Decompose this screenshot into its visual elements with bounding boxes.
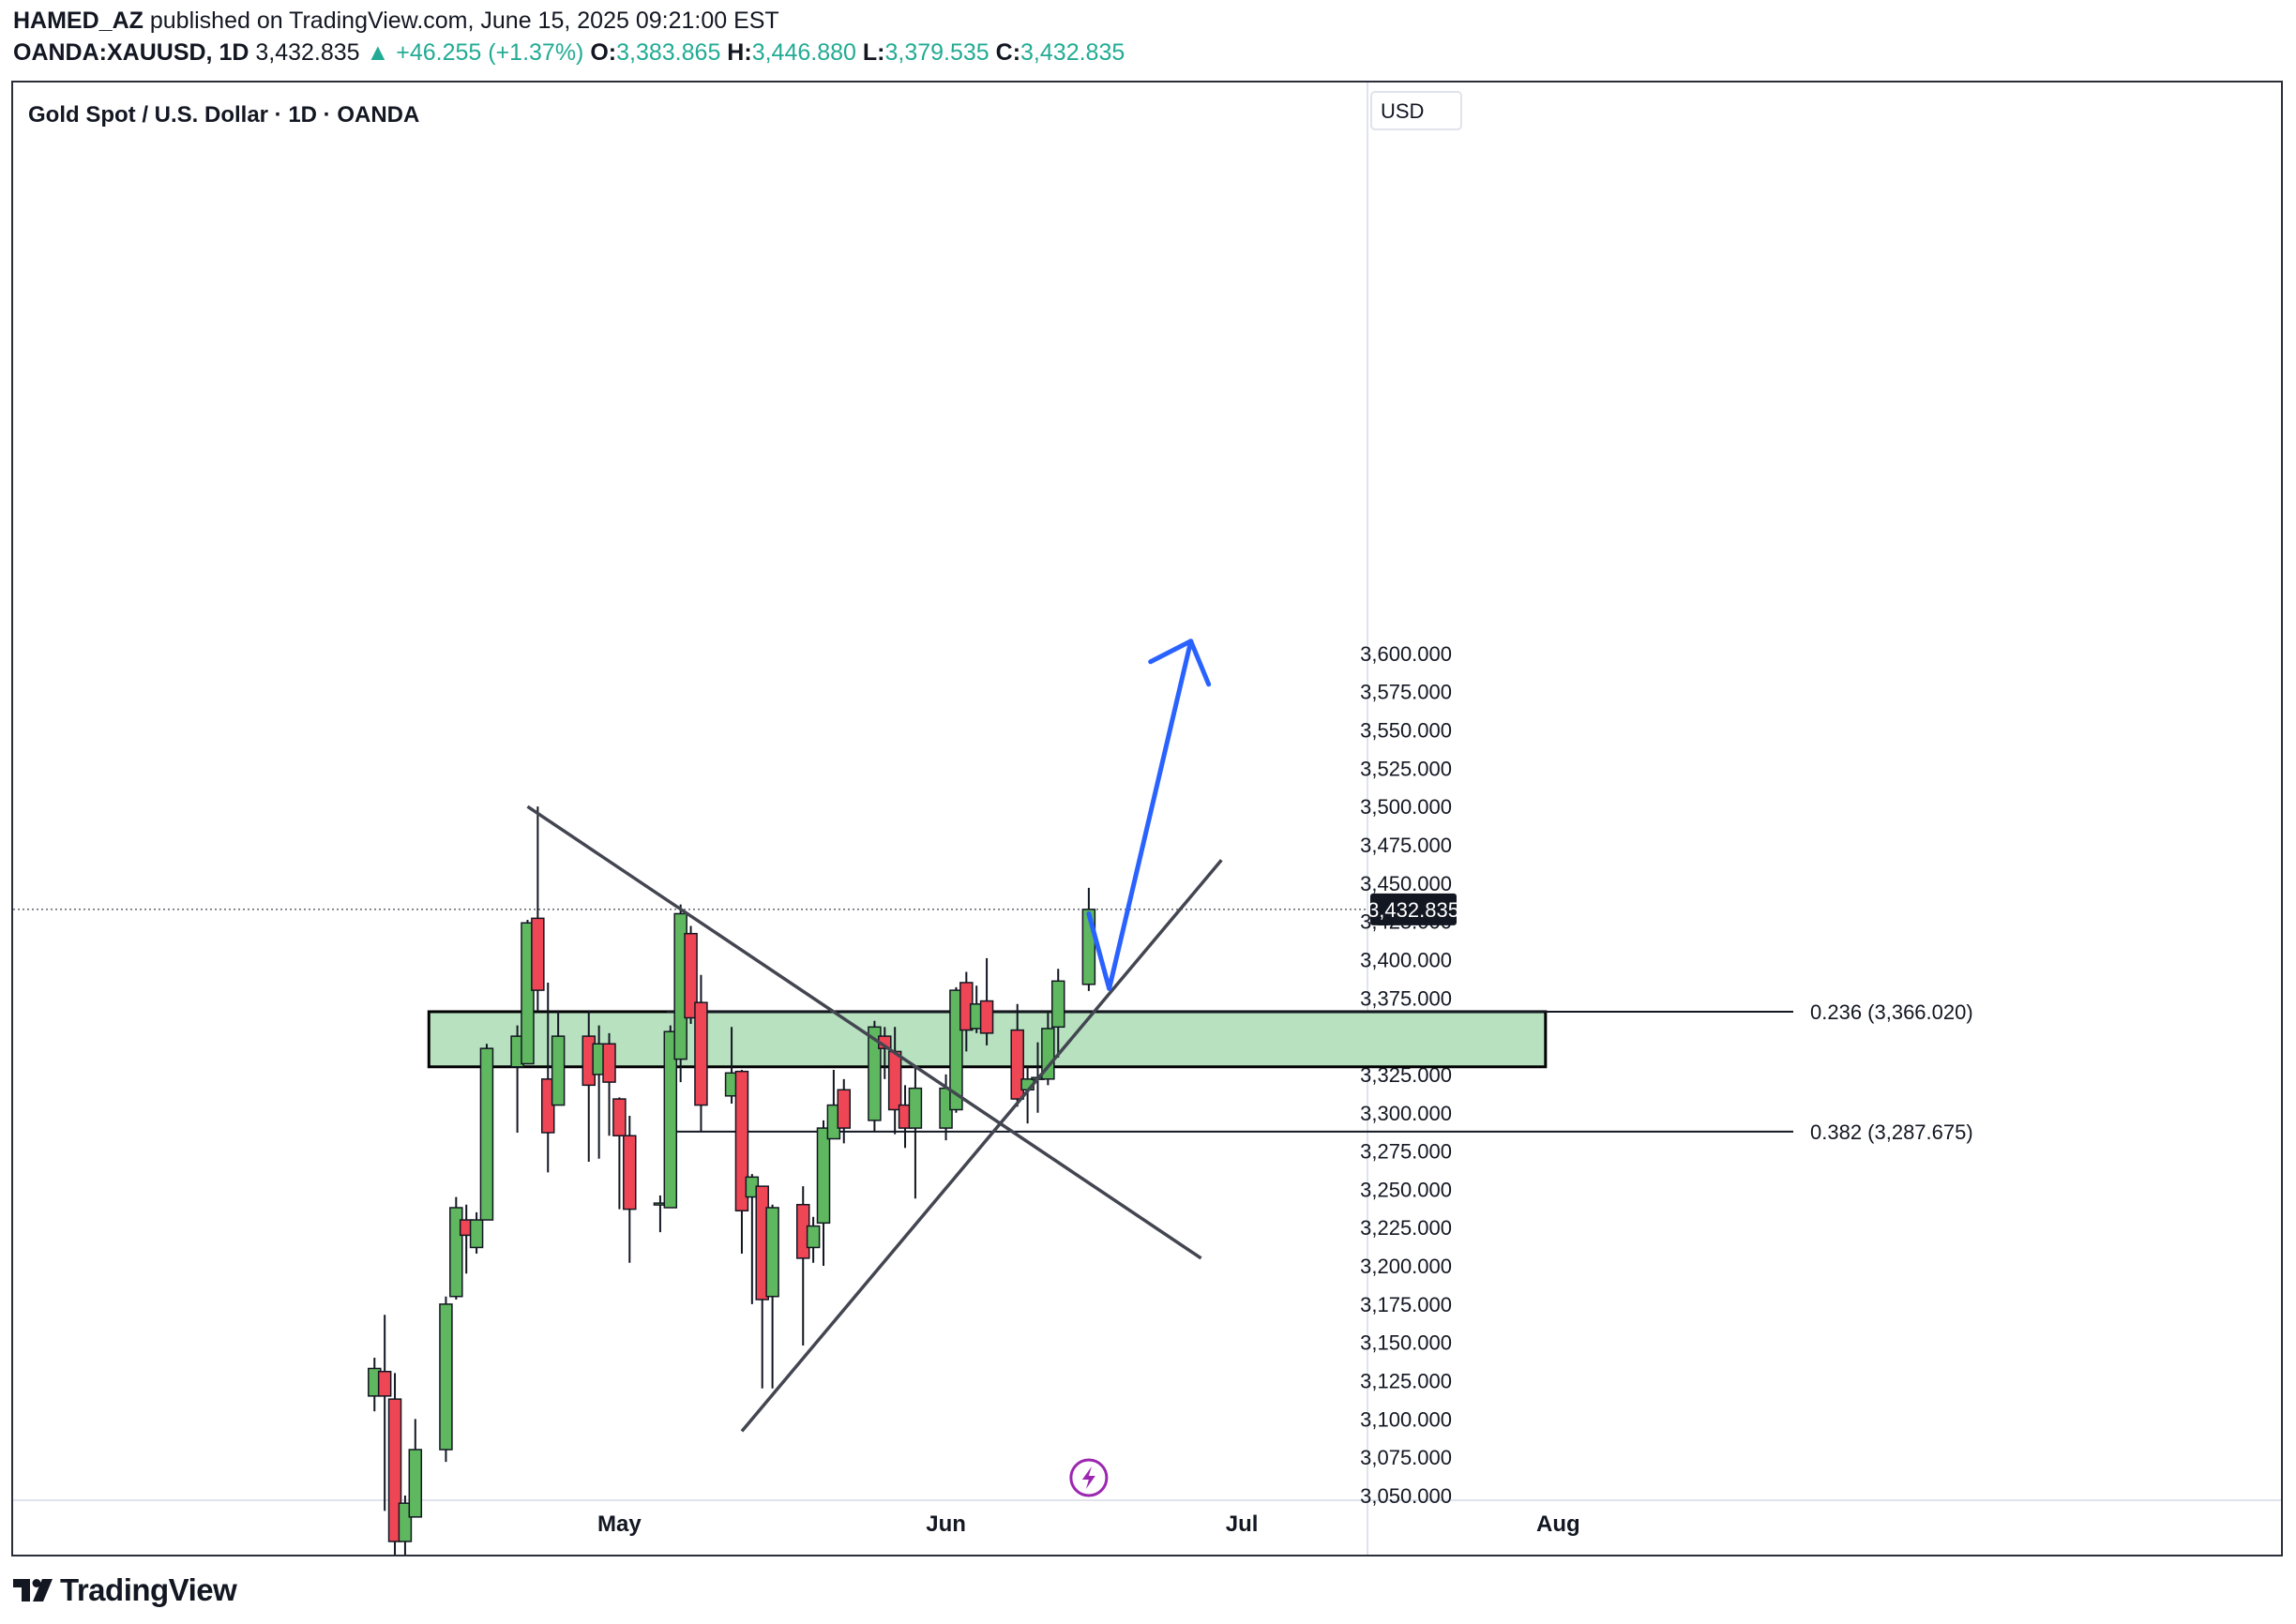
y-tick-label: 3,050.000 (1360, 1484, 1452, 1508)
fib-layer: 0.236 (3,366.020) 0.382 (3,287.675) (667, 1000, 1973, 1144)
currency-button (1370, 91, 1462, 130)
candle-down (531, 917, 545, 991)
y-tick-label: 3,375.000 (1360, 986, 1452, 1010)
candle-down (979, 1000, 994, 1034)
candle-down (694, 1001, 708, 1106)
y-tick-label: 3,175.000 (1360, 1293, 1452, 1316)
candle-up (908, 1087, 923, 1129)
candle-down (602, 1043, 616, 1083)
chart-title: Gold Spot / U.S. Dollar · 1D · OANDA (28, 102, 419, 128)
lightning-icon (1081, 1466, 1095, 1489)
candle-up (479, 1047, 494, 1221)
candle-up (1041, 1028, 1055, 1080)
tradingview-logo-text: TradingView (60, 1572, 237, 1607)
trendlines-layer (13, 804, 1367, 1433)
price-chart[interactable]: USD 3,050.000 3,075.000 3,100.000 3,125.000 3… (13, 83, 2281, 1618)
y-tick-label: 3,275.000 (1360, 1140, 1452, 1164)
tradingview-logo-icon (13, 1579, 53, 1601)
ohlc-summary: OANDA:XAUUSD, 1D 3,432.835 ▲ +46.255 (+1… (13, 39, 1125, 67)
candle-down (684, 932, 698, 1019)
y-tick-label: 3,300.000 (1360, 1102, 1452, 1125)
fib-level-label: 0.382 (3,287.675) (1810, 1120, 1973, 1144)
candle-up (551, 1035, 566, 1106)
candle-down (387, 1398, 402, 1542)
candle-up (949, 989, 963, 1111)
y-tick-label: 3,475.000 (1360, 834, 1452, 857)
low-value: 3,379.535 (884, 39, 989, 66)
y-tick-label: 3,600.000 (1360, 642, 1452, 666)
candle-up (398, 1502, 413, 1542)
candle-up (1050, 980, 1065, 1029)
candle-down (734, 1070, 749, 1212)
trendline (526, 804, 1202, 1260)
candle-down (612, 1098, 627, 1136)
x-tick-label: Jun (926, 1511, 966, 1537)
candle-up (868, 1026, 882, 1121)
close-label: C: (995, 39, 1021, 66)
labels-layer: 3,432.835 (1069, 893, 1459, 1497)
y-tick-label: 3,100.000 (1360, 1407, 1452, 1431)
y-tick-label: 3,450.000 (1360, 872, 1452, 895)
candle-up (521, 922, 535, 1065)
projection-path (1086, 639, 1194, 991)
projection-layer (1086, 639, 1212, 991)
x-tick-label: May (597, 1511, 642, 1537)
candle-up (439, 1303, 453, 1451)
candle-up (449, 1207, 463, 1298)
candle-up (765, 1207, 779, 1298)
y-tick-label: 3,500.000 (1360, 795, 1452, 819)
symbol-label: OANDA:XAUUSD, 1D (13, 39, 249, 66)
close-value: 3,432.835 (1020, 39, 1125, 66)
y-tick-label: 3,575.000 (1360, 681, 1452, 704)
y-tick-label: 3,075.000 (1360, 1446, 1452, 1469)
high-label: H: (727, 39, 752, 66)
publish-info: HAMED_AZ published on TradingView.com, J… (13, 8, 779, 35)
candle-up (663, 1030, 678, 1209)
candle-down (377, 1370, 392, 1397)
candle-down (1010, 1029, 1024, 1100)
candle-down (837, 1089, 852, 1129)
chart-frame[interactable]: USD 3,050.000 3,075.000 3,100.000 3,125.000 3… (11, 81, 2283, 1618)
y-tick-label: 3,550.000 (1360, 719, 1452, 743)
fib-level-label: 0.236 (3,366.020) (1810, 1000, 1973, 1024)
candle-up (806, 1225, 821, 1249)
low-label: L: (862, 39, 885, 66)
tradingview-logo[interactable]: TradingView (13, 1571, 237, 1609)
y-tick-label: 3,250.000 (1360, 1178, 1452, 1201)
high-value: 3,446.880 (751, 39, 856, 66)
y-tick-label: 3,400.000 (1360, 948, 1452, 971)
currency-label: USD (1381, 99, 1424, 123)
y-tick-label: 3,225.000 (1360, 1216, 1452, 1240)
candle-up (408, 1449, 423, 1518)
trendline (740, 859, 1223, 1433)
y-tick-label: 3,125.000 (1360, 1370, 1452, 1393)
candles-layer (368, 806, 1096, 1618)
candle-up (469, 1219, 484, 1249)
y-tick-label: 3,150.000 (1360, 1331, 1452, 1355)
open-value: 3,383.865 (616, 39, 721, 66)
candle-down (540, 1078, 555, 1134)
candle-up (816, 1127, 831, 1225)
last-price-badge (1370, 893, 1457, 925)
candle-down (623, 1135, 637, 1210)
publish-date: published on TradingView.com, June 15, 2… (149, 8, 779, 34)
x-tick-label: Aug (1536, 1511, 1580, 1537)
author-name[interactable]: HAMED_AZ (13, 8, 144, 34)
y-tick-label: 3,525.000 (1360, 757, 1452, 780)
x-tick-label: Jul (1226, 1511, 1259, 1537)
projection-arrowhead (1148, 639, 1212, 687)
price-change: +46.255 (+1.37%) (396, 39, 584, 66)
last-price: 3,432.835 (255, 39, 360, 66)
candle-down (887, 1050, 902, 1111)
up-arrow-icon: ▲ (366, 39, 390, 66)
last-price-badge-label: 3,432.835 (1367, 898, 1459, 922)
y-tick-label: 3,200.000 (1360, 1255, 1452, 1278)
open-label: O: (590, 39, 617, 66)
